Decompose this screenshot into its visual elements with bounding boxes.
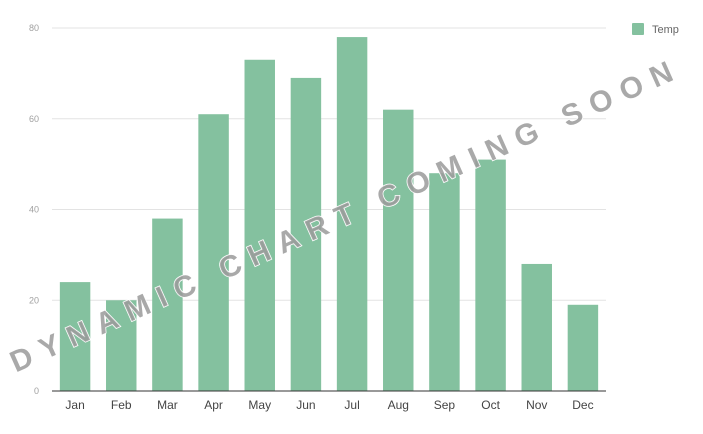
x-tick-label-jan: Jan bbox=[65, 398, 84, 412]
x-tick-label-oct: Oct bbox=[481, 398, 500, 412]
x-axis-tick-labels: Jan Feb Mar Apr May Jun Jul Aug Sep Oct Nov Dec bbox=[65, 398, 593, 412]
bar-nov bbox=[521, 263, 552, 391]
x-tick-label-mar: Mar bbox=[157, 398, 178, 412]
y-tick-label: 60 bbox=[29, 114, 39, 124]
x-tick-label-sep: Sep bbox=[434, 398, 456, 412]
legend-label-temp: Temp bbox=[652, 24, 679, 36]
y-axis-tick-labels: 0 20 40 60 80 bbox=[29, 23, 39, 396]
gridlines bbox=[52, 27, 606, 301]
bar-jan bbox=[59, 282, 91, 391]
bar-apr bbox=[198, 114, 229, 392]
bar-may bbox=[244, 59, 275, 391]
bar-oct bbox=[475, 159, 506, 391]
x-tick-label-apr: Apr bbox=[204, 398, 223, 412]
x-tick-label-nov: Nov bbox=[526, 398, 547, 412]
x-tick-label-feb: Feb bbox=[111, 398, 132, 412]
bar-dec bbox=[567, 304, 599, 391]
bars bbox=[59, 37, 599, 392]
bar-jun bbox=[290, 77, 322, 391]
x-tick-label-jun: Jun bbox=[296, 398, 315, 412]
y-tick-label: 80 bbox=[29, 23, 39, 33]
x-tick-label-aug: Aug bbox=[388, 398, 409, 412]
legend: Temp bbox=[632, 23, 679, 36]
legend-swatch bbox=[632, 23, 644, 35]
bar-aug bbox=[383, 109, 414, 392]
x-tick-label-may: May bbox=[248, 398, 271, 412]
bar-jul bbox=[336, 37, 368, 391]
bar-feb bbox=[106, 300, 137, 391]
y-tick-label: 20 bbox=[29, 295, 39, 305]
y-tick-label: 0 bbox=[34, 386, 39, 396]
x-tick-label-dec: Dec bbox=[572, 398, 593, 412]
bar-sep bbox=[429, 173, 460, 391]
bar-mar bbox=[152, 218, 183, 391]
x-tick-label-jul: Jul bbox=[344, 398, 359, 412]
y-tick-label: 40 bbox=[29, 205, 39, 215]
